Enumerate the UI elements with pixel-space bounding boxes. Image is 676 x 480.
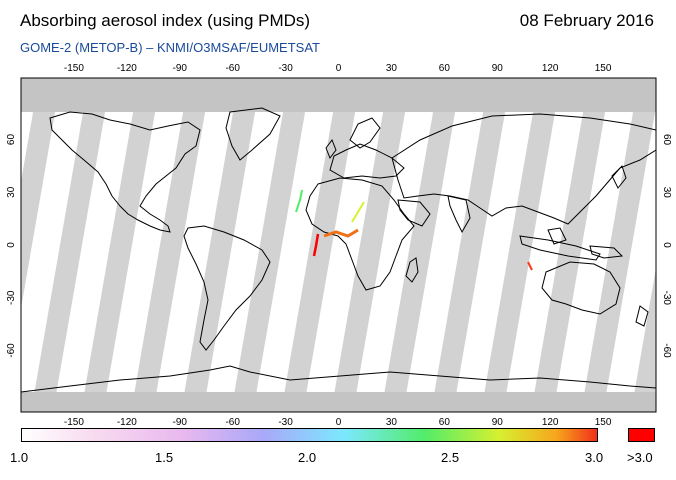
lon-tick-label-top: -60 <box>225 63 240 74</box>
lat-tick-label-right: -60 <box>661 343 672 358</box>
coastlines <box>21 107 656 393</box>
lon-tick-label-bottom: -150 <box>64 417 84 425</box>
colorbar-label-4: 2.5 <box>441 450 460 465</box>
colorbar-label-3: 2.0 <box>298 450 317 465</box>
lon-tick-label-top: 0 <box>336 63 342 74</box>
orbit-swath <box>31 78 111 412</box>
map-subtitle: GOME-2 (METOP-B) – KNMI/O3MSAF/EUMETSAT <box>20 40 320 55</box>
lon-tick-label-bottom: -60 <box>225 417 240 425</box>
lon-tick-label-bottom: -30 <box>278 417 293 425</box>
orbit-swath <box>331 78 411 412</box>
lat-tick-label-left: 30 <box>6 186 17 198</box>
lat-tick-label-right: 0 <box>661 242 672 248</box>
aerosol-plume <box>295 189 533 271</box>
aerosol-map: -150 -150 -120 -120 -90 -90 -60 -60 -30 -30 0 0 30 30… <box>6 63 672 425</box>
orbit-swath <box>181 78 261 412</box>
lon-tick-label-bottom: 90 <box>492 417 504 425</box>
lat-tick-label-right: 60 <box>661 134 672 146</box>
lon-tick-label-top: -90 <box>173 63 188 74</box>
lon-tick-label-top: -120 <box>117 63 137 74</box>
orbit-swaths <box>21 78 656 412</box>
polar-south-nodata <box>21 392 656 412</box>
orbit-swath <box>21 78 61 309</box>
lon-tick-label-bottom: 60 <box>439 417 451 425</box>
orbit-swath <box>381 78 461 412</box>
orbit-swath <box>231 78 311 412</box>
lat-tick-label-right: -30 <box>661 291 672 306</box>
lon-tick-label-top: -30 <box>278 63 293 74</box>
lon-tick-label-bottom: -90 <box>173 417 188 425</box>
lat-tick-label-left: 0 <box>6 242 17 248</box>
lon-tick-label-bottom: -120 <box>117 417 137 425</box>
lon-tick-label-bottom: 150 <box>595 417 612 425</box>
lat-tick-label-left: -60 <box>6 343 17 358</box>
axis-ticks: -150 -150 -120 -120 -90 -90 -60 -60 -30 -30 0 0 30 30… <box>6 63 672 425</box>
lon-tick-label-bottom: 30 <box>386 417 398 425</box>
map-title: Absorbing aerosol index (using PMDs) <box>20 11 311 30</box>
orbit-swath <box>631 268 656 412</box>
polar-night-north <box>21 78 656 112</box>
lon-tick-label-top: 150 <box>595 63 612 74</box>
orbit-swath <box>481 78 561 412</box>
map-frame <box>20 77 657 413</box>
colorbar-label-5: 3.0 <box>585 450 604 465</box>
lat-tick-label-left: -30 <box>6 290 17 305</box>
colorbar-over-max <box>628 428 655 442</box>
orbit-swath <box>431 78 511 412</box>
lon-tick-label-top: 30 <box>386 63 398 74</box>
lat-tick-label-right: 30 <box>661 187 672 199</box>
lon-tick-label-top: 60 <box>439 63 451 74</box>
colorbar-label-1: 1.0 <box>10 450 29 465</box>
lon-tick-label-bottom: 120 <box>542 417 559 425</box>
colorbar-over-label: >3.0 <box>627 450 653 465</box>
lon-tick-label-bottom: 0 <box>336 417 342 425</box>
orbit-swath <box>281 78 361 412</box>
lat-tick-label-left: 60 <box>6 134 17 146</box>
orbit-swath <box>81 78 161 412</box>
colorbar-label-2: 1.5 <box>155 450 174 465</box>
lon-tick-label-top: 120 <box>542 63 559 74</box>
colorbar-gradient <box>21 428 598 442</box>
orbit-swath <box>131 78 211 412</box>
lon-tick-label-top: -150 <box>64 63 84 74</box>
lon-tick-label-top: 90 <box>492 63 504 74</box>
map-date: 08 February 2016 <box>519 11 654 30</box>
